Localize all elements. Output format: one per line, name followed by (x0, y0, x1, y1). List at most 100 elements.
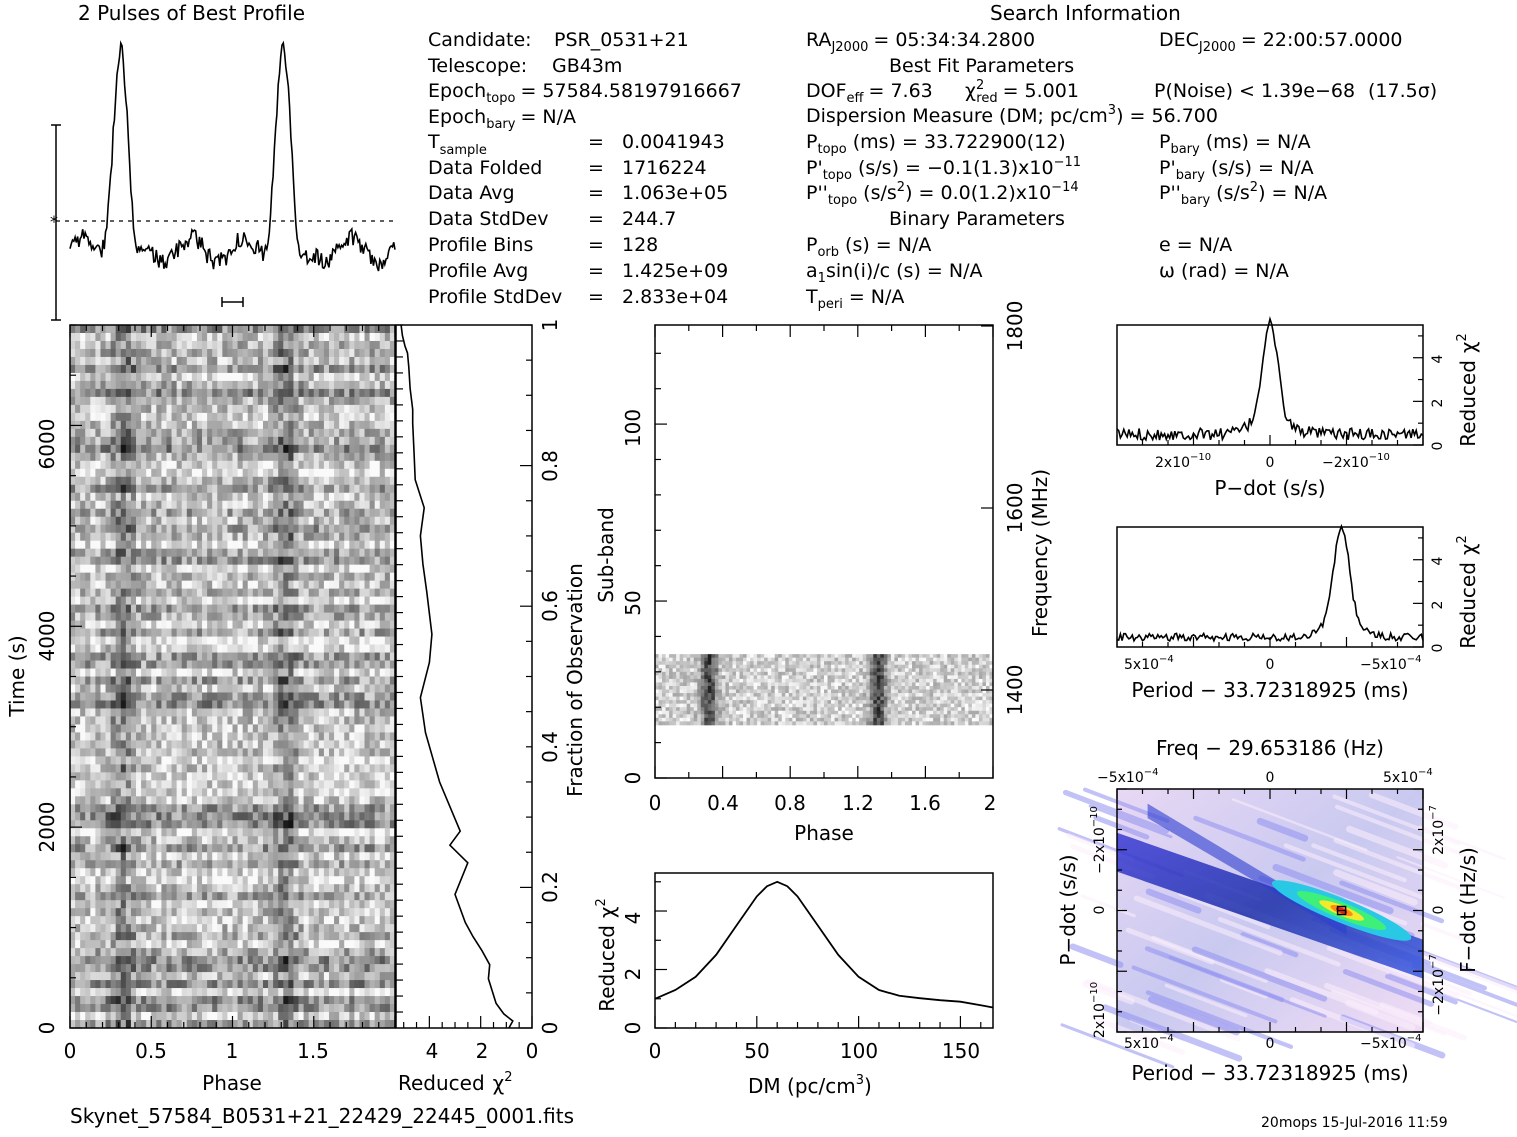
time-phase-cell (222, 645, 227, 653)
time-phase-cell (273, 756, 278, 764)
time-phase-cell (100, 589, 105, 597)
time-phase-cell (354, 325, 359, 333)
time-phase-cell (238, 333, 243, 341)
time-phase-cell (227, 892, 232, 900)
time-phase-cell (182, 820, 187, 828)
time-phase-cell (238, 924, 243, 932)
time-phase-cell (202, 924, 207, 932)
time-phase-cell (166, 517, 171, 525)
time-phase-cell (319, 820, 324, 828)
time-phase-cell (268, 541, 273, 549)
time-phase-cell (380, 445, 385, 453)
time-phase-cell (202, 613, 207, 621)
time-phase-cell (314, 541, 319, 549)
time-phase-cell (177, 333, 182, 341)
time-phase-cell (217, 661, 222, 669)
time-phase-cell (100, 325, 105, 333)
time-phase-cell (365, 772, 370, 780)
time-phase-cell (136, 597, 141, 605)
time-phase-cell (263, 357, 268, 365)
time-phase-cell (207, 828, 212, 836)
time-phase-cell (299, 844, 304, 852)
time-phase-cell (177, 549, 182, 557)
time-phase-cell (151, 724, 156, 732)
time-phase-cell (268, 700, 273, 708)
time-phase-cell (304, 397, 309, 405)
time-phase-cell (293, 365, 298, 373)
time-phase-cell (370, 485, 375, 493)
time-phase-cell (187, 708, 192, 716)
time-phase-cell (349, 605, 354, 613)
time-phase-cell (161, 916, 166, 924)
time-phase-cell (283, 501, 288, 509)
time-phase-cell (349, 916, 354, 924)
time-phase-cell (359, 796, 364, 804)
time-phase-cell (131, 684, 136, 692)
time-phase-cell (243, 581, 248, 589)
time-phase-cell (187, 868, 192, 876)
time-phase-cell (273, 884, 278, 892)
time-phase-cell (197, 381, 202, 389)
time-phase-cell (349, 661, 354, 669)
time-phase-cell (309, 669, 314, 677)
time-phase-cell (126, 892, 131, 900)
time-phase-cell (166, 437, 171, 445)
time-phase-cell (268, 764, 273, 772)
time-phase-cell (263, 669, 268, 677)
time-phase-cell (207, 525, 212, 533)
time-phase-cell (156, 461, 161, 469)
time-phase-cell (293, 333, 298, 341)
time-phase-cell (172, 772, 177, 780)
time-phase-cell (375, 700, 380, 708)
time-phase-cell (207, 708, 212, 716)
time-phase-cell (177, 397, 182, 405)
time-phase-cell (354, 629, 359, 637)
time-phase-cell (106, 373, 111, 381)
time-phase-cell (106, 605, 111, 613)
time-phase-cell (319, 517, 324, 525)
time-phase-cell (156, 389, 161, 397)
time-phase-cell (75, 860, 80, 868)
time-phase-cell (166, 413, 171, 421)
time-phase-cell (253, 621, 258, 629)
omega-value: ω (rad) = N/A (1159, 260, 1289, 282)
time-phase-cell (243, 756, 248, 764)
time-phase-cell (380, 780, 385, 788)
time-phase-cell (283, 820, 288, 828)
time-phase-cell (385, 325, 390, 333)
time-phase-cell (349, 333, 354, 341)
time-phase-cell (344, 700, 349, 708)
time-phase-cell (166, 916, 171, 924)
time-phase-cell (233, 517, 238, 525)
time-phase-cell (217, 820, 222, 828)
time-phase-cell (354, 868, 359, 876)
time-phase-cell (146, 653, 151, 661)
time-phase-cell (314, 533, 319, 541)
time-phase-cell (85, 700, 90, 708)
time-phase-cell (273, 325, 278, 333)
time-phase-cell (354, 844, 359, 852)
time-phase-cell (75, 485, 80, 493)
time-phase-cell (116, 581, 121, 589)
time-phase-cell (85, 541, 90, 549)
time-phase-cell (136, 605, 141, 613)
time-phase-cell (131, 421, 136, 429)
time-phase-cell (329, 525, 334, 533)
time-phase-cell (299, 349, 304, 357)
time-phase-cell (202, 381, 207, 389)
time-phase-cell (70, 788, 75, 796)
time-phase-cell (278, 796, 283, 804)
time-phase-cell (227, 828, 232, 836)
time-phase-cell (146, 796, 151, 804)
time-phase-cell (334, 645, 339, 653)
time-phase-cell (293, 501, 298, 509)
time-phase-cell (243, 629, 248, 637)
time-phase-cell (70, 900, 75, 908)
time-phase-cell (293, 605, 298, 613)
time-phase-cell (329, 405, 334, 413)
time-phase-cell (116, 453, 121, 461)
time-phase-cell (385, 780, 390, 788)
time-phase-cell (106, 541, 111, 549)
time-phase-cell (222, 389, 227, 397)
time-phase-cell (329, 708, 334, 716)
